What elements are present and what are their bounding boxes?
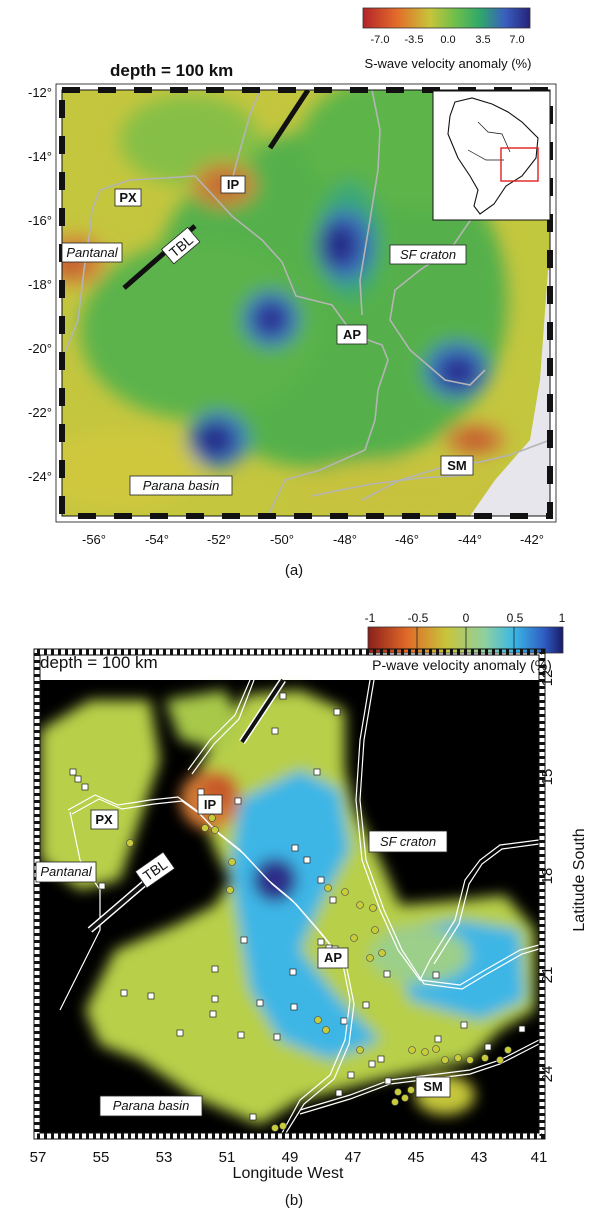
colorbar-a-tick: -3.5 [405, 34, 424, 46]
map-frame-b [39, 654, 540, 1134]
panel-b: -1 -0.5 0 0.5 1 P-wave velocity anomaly … [30, 611, 588, 1209]
label-sf-craton-b: SF craton [380, 834, 436, 849]
y-tick-b: 15 [539, 769, 556, 786]
caption-a: (a) [285, 562, 303, 579]
x-tick-a: -52° [207, 532, 231, 547]
x-tick-a: -56° [82, 532, 106, 547]
station-markers [69, 692, 526, 1121]
y-tick-b: 18 [539, 868, 556, 885]
colorbar-b-tick: -1 [365, 611, 376, 625]
x-axis-label-b: Longitude West [233, 1165, 344, 1182]
y-axis-label-b: Latitude South [571, 828, 588, 931]
boundary-lines-b [59, 679, 539, 1133]
label-px-b: PX [95, 812, 113, 827]
label-sm-b: SM [423, 1079, 443, 1094]
caption-b: (b) [285, 1192, 303, 1209]
colorbar-a-ticks: -7.0 -3.5 0.0 3.5 7.0 [371, 34, 525, 46]
colorbar-b-label: P-wave velocity anomaly (%) [372, 657, 552, 673]
panel-a-title: depth = 100 km [110, 61, 233, 80]
colorbar-b-tick: 0.5 [507, 611, 524, 625]
velocity-map-b [40, 678, 539, 1133]
map-frame-a [59, 87, 553, 519]
event-markers [126, 814, 512, 1132]
label-sm-a: SM [447, 458, 467, 473]
y-tick-a: -20° [28, 341, 52, 356]
colorbar-a-tick: 7.0 [509, 34, 524, 46]
x-tick-b: 47 [345, 1149, 362, 1166]
colorbar-a-tick: 3.5 [475, 34, 490, 46]
x-tick-b: 53 [156, 1149, 173, 1166]
x-tick-a: -48° [333, 532, 357, 547]
x-tick-b: 51 [219, 1149, 236, 1166]
colorbar-a-tick: 0.0 [440, 34, 455, 46]
label-pantanal-a: Pantanal [66, 245, 118, 260]
label-sf-craton-a: SF craton [400, 247, 456, 262]
x-tick-b: 41 [531, 1149, 548, 1166]
x-tick-a: -44° [458, 532, 482, 547]
y-axis-ticks-b: 12 15 18 21 24 [539, 670, 556, 1083]
y-tick-a: -22° [28, 405, 52, 420]
colorbar-b-tick: 1 [559, 611, 566, 625]
colorbar-b-ticks: -1 -0.5 0 0.5 1 [365, 611, 566, 625]
panel-b-title: depth = 100 km [40, 653, 158, 672]
boundary-lines-a [62, 90, 550, 516]
colorbar-b-tick: 0 [463, 611, 470, 625]
colorbar-a-label: S-wave velocity anomaly (%) [365, 56, 532, 71]
x-tick-a: -54° [145, 532, 169, 547]
x-axis-ticks-b: 57 55 53 51 49 47 45 43 41 [30, 1149, 548, 1166]
x-tick-b: 57 [30, 1149, 47, 1166]
x-tick-b: 43 [471, 1149, 488, 1166]
label-ip-b: IP [204, 797, 217, 812]
x-axis-ticks-a: -56° -54° -52° -50° -48° -46° -44° -42° [82, 532, 544, 547]
label-px-a: PX [119, 190, 137, 205]
panel-a: -7.0 -3.5 0.0 3.5 7.0 S-wave velocity an… [28, 7, 557, 579]
x-tick-b: 49 [282, 1149, 299, 1166]
inset-region-box [500, 147, 539, 182]
label-pantanal-b: Pantanal [40, 864, 92, 879]
y-tick-b: 12 [539, 670, 556, 687]
x-tick-a: -46° [395, 532, 419, 547]
inset-locator-map [432, 90, 551, 221]
label-ap-a: AP [343, 327, 361, 342]
colorbar-a [362, 7, 531, 29]
y-tick-a: -16° [28, 213, 52, 228]
y-tick-a: -18° [28, 277, 52, 292]
colorbar-a-tick: -7.0 [371, 34, 390, 46]
label-ip-a: IP [227, 177, 240, 192]
y-tick-a: -14° [28, 149, 52, 164]
label-ap-b: AP [324, 950, 342, 965]
label-parana-basin-a: Parana basin [143, 478, 220, 493]
y-tick-b: 21 [539, 967, 556, 984]
x-tick-b: 55 [93, 1149, 110, 1166]
x-tick-a: -42° [520, 532, 544, 547]
y-tick-a: -24° [28, 469, 52, 484]
x-tick-b: 45 [408, 1149, 425, 1166]
x-tick-a: -50° [270, 532, 294, 547]
colorbar-b-tick: -0.5 [408, 611, 429, 625]
y-axis-ticks-a: -12° -14° -16° -18° -20° -22° -24° [28, 85, 52, 484]
y-tick-a: -12° [28, 85, 52, 100]
label-parana-basin-b: Parana basin [113, 1098, 190, 1113]
y-tick-b: 24 [539, 1066, 556, 1083]
